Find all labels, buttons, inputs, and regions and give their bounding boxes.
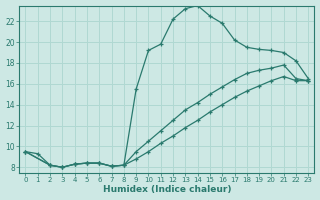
- X-axis label: Humidex (Indice chaleur): Humidex (Indice chaleur): [103, 185, 231, 194]
